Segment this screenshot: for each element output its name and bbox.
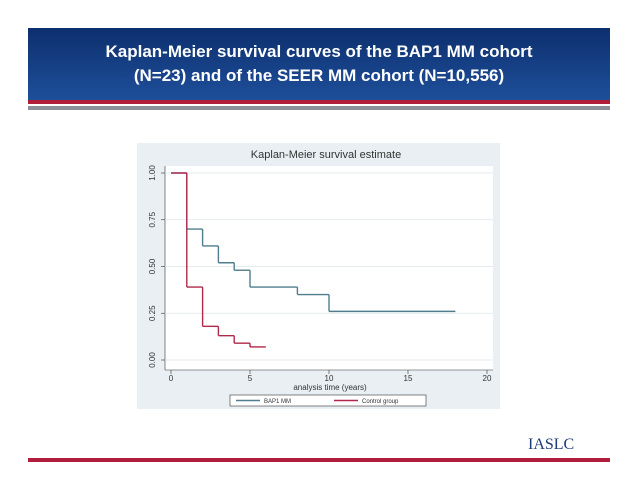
legend-label: Control group <box>362 399 399 405</box>
y-tick-label: 1.00 <box>148 165 157 181</box>
title-line: (N=23) and of the SEER MM cohort (N=10,5… <box>133 66 505 85</box>
legend <box>229 394 427 407</box>
y-tick-label: 0.25 <box>148 305 157 321</box>
x-tick-label: 20 <box>483 374 492 383</box>
title-line: Kaplan-Meier survival curves of the BAP1… <box>105 42 533 61</box>
stripe <box>28 100 610 104</box>
chart-title: Kaplan-Meier survival estimate <box>251 149 401 161</box>
stripe <box>28 106 610 110</box>
y-tick-label: 0.50 <box>148 258 157 274</box>
legend-label: BAP1 MM <box>264 399 291 405</box>
y-tick-label: 0.00 <box>148 352 157 368</box>
plot-area <box>165 166 493 370</box>
x-tick-label: 5 <box>248 374 253 383</box>
logo: IASLC <box>528 436 575 453</box>
x-tick-label: 0 <box>169 374 174 383</box>
y-tick-label: 0.75 <box>148 211 157 227</box>
x-tick-label: 10 <box>325 374 334 383</box>
header: Kaplan-Meier survival curves of the BAP1… <box>28 28 610 100</box>
footer-line <box>28 458 610 462</box>
x-tick-label: 15 <box>404 374 413 383</box>
x-axis-label: analysis time (years) <box>293 383 367 392</box>
